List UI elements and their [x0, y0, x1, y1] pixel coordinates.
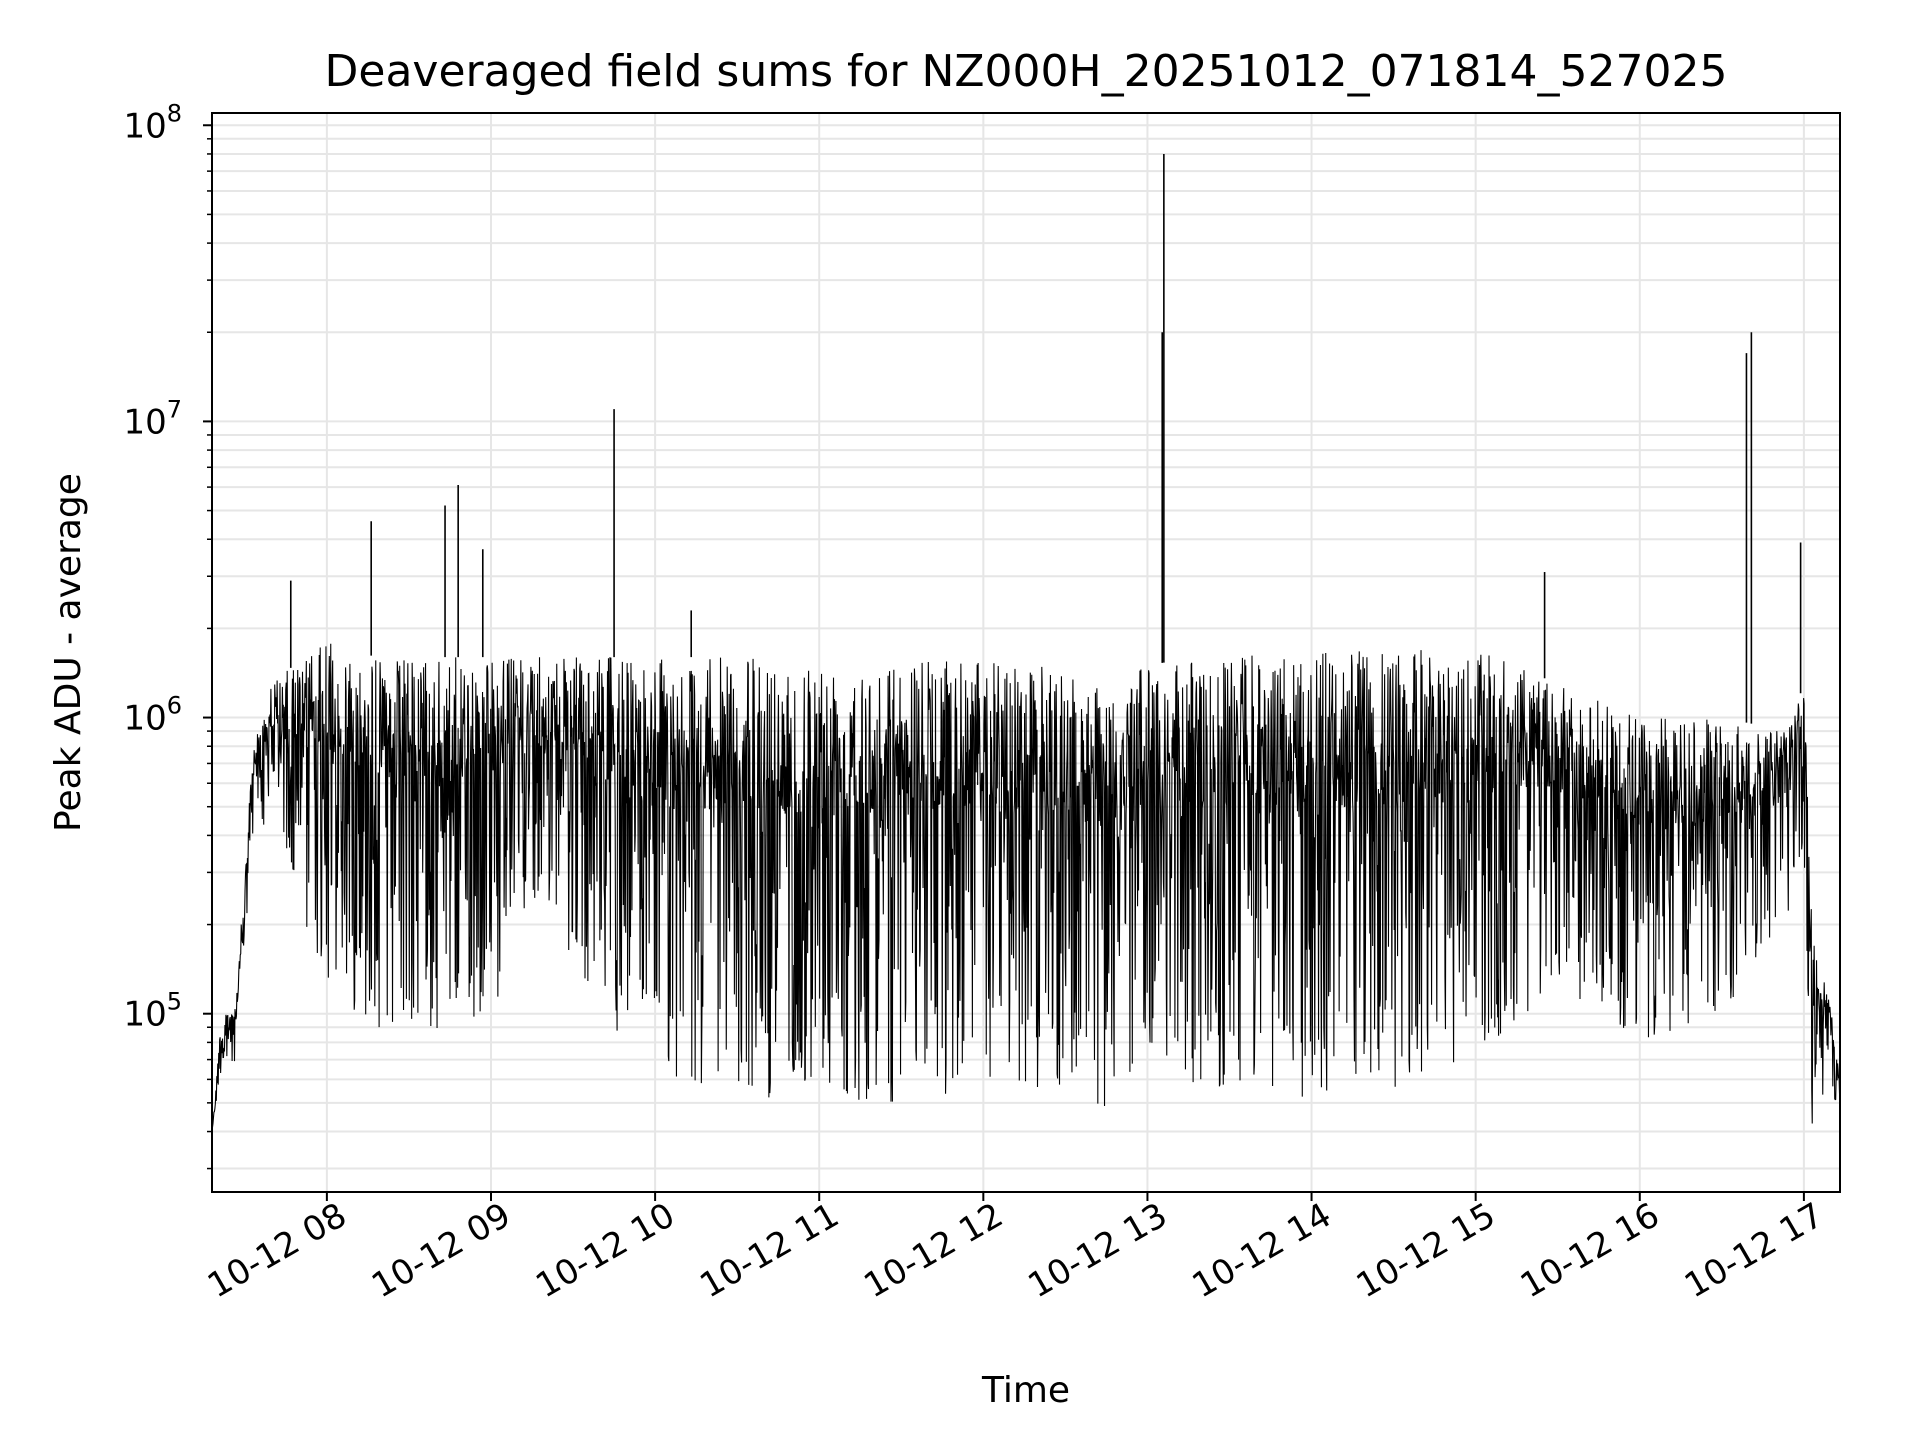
y-tick-label: 108	[123, 99, 182, 146]
chart-title: Deaveraged field sums for NZ000H_2025101…	[325, 46, 1728, 97]
plot-frame	[211, 112, 1841, 1193]
y-tick-label: 105	[123, 988, 182, 1035]
data-series	[211, 153, 1841, 1136]
y-tick-label: 107	[123, 395, 182, 442]
y-axis-label: Peak ADU - average	[48, 473, 89, 832]
series-line	[211, 643, 1841, 1136]
x-axis-label: Time	[981, 1370, 1070, 1411]
y-tick-label: 106	[123, 692, 182, 739]
